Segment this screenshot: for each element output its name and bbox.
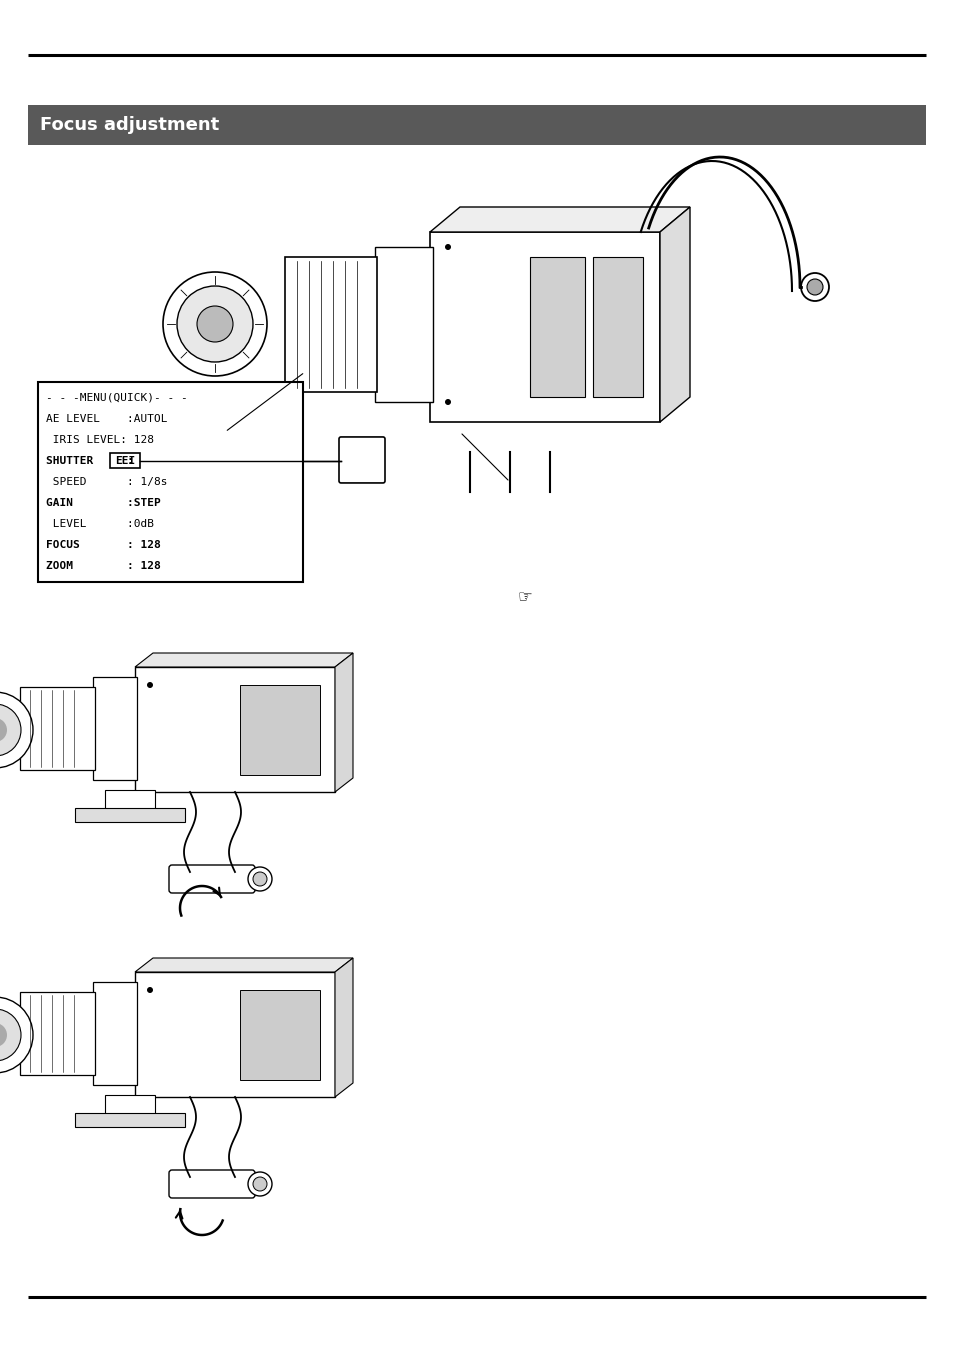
Circle shape [0, 718, 7, 742]
Circle shape [248, 867, 272, 891]
Circle shape [163, 272, 267, 376]
Circle shape [0, 1009, 21, 1061]
Text: AE LEVEL    :AUTOL: AE LEVEL :AUTOL [46, 414, 168, 423]
Bar [38, 383, 303, 581]
FancyBboxPatch shape [169, 1169, 254, 1198]
Text: IRIS LEVEL: 128: IRIS LEVEL: 128 [46, 435, 153, 445]
Circle shape [444, 399, 451, 406]
Text: ☞: ☞ [517, 588, 532, 606]
FancyBboxPatch shape [338, 437, 385, 483]
Polygon shape [135, 653, 353, 667]
Circle shape [147, 681, 152, 688]
Text: Focus adjustment: Focus adjustment [40, 116, 219, 134]
Bar [28, 105, 925, 145]
Circle shape [0, 692, 33, 768]
Circle shape [253, 1178, 267, 1191]
Text: SHUTTER     :: SHUTTER : [46, 456, 133, 466]
Bar [105, 790, 154, 810]
Bar [240, 990, 319, 1080]
Bar [285, 257, 376, 392]
Bar [92, 677, 137, 780]
Bar [75, 808, 185, 822]
Circle shape [0, 996, 33, 1073]
Bar [20, 992, 95, 1075]
Text: GAIN        :STEP: GAIN :STEP [46, 498, 161, 508]
Bar [240, 685, 319, 775]
Polygon shape [135, 959, 353, 972]
Text: FOCUS       : 128: FOCUS : 128 [46, 541, 161, 550]
Circle shape [0, 1023, 7, 1046]
Bar [75, 1113, 185, 1128]
Bar [530, 257, 584, 397]
Circle shape [444, 243, 451, 250]
Polygon shape [430, 207, 689, 233]
Circle shape [801, 273, 828, 301]
Circle shape [253, 872, 267, 886]
Polygon shape [135, 667, 335, 792]
Polygon shape [659, 207, 689, 422]
FancyBboxPatch shape [169, 865, 254, 894]
Polygon shape [335, 653, 353, 792]
Polygon shape [375, 247, 433, 402]
Text: LEVEL      :0dB: LEVEL :0dB [46, 519, 153, 529]
Circle shape [806, 279, 822, 295]
Bar [105, 1095, 154, 1115]
Circle shape [196, 306, 233, 342]
Bar [92, 982, 137, 1086]
Circle shape [147, 987, 152, 992]
Polygon shape [135, 972, 335, 1096]
Bar [110, 453, 140, 468]
Circle shape [248, 1172, 272, 1197]
Polygon shape [430, 233, 659, 422]
Circle shape [0, 704, 21, 756]
Text: ZOOM        : 128: ZOOM : 128 [46, 561, 161, 571]
Text: EEI: EEI [114, 456, 135, 466]
Bar [593, 257, 642, 397]
Text: - - -MENU(QUICK)- - -: - - -MENU(QUICK)- - - [46, 393, 188, 403]
Polygon shape [335, 959, 353, 1096]
Text: SPEED      : 1/8s: SPEED : 1/8s [46, 477, 168, 487]
Bar [20, 687, 95, 771]
Circle shape [177, 287, 253, 362]
